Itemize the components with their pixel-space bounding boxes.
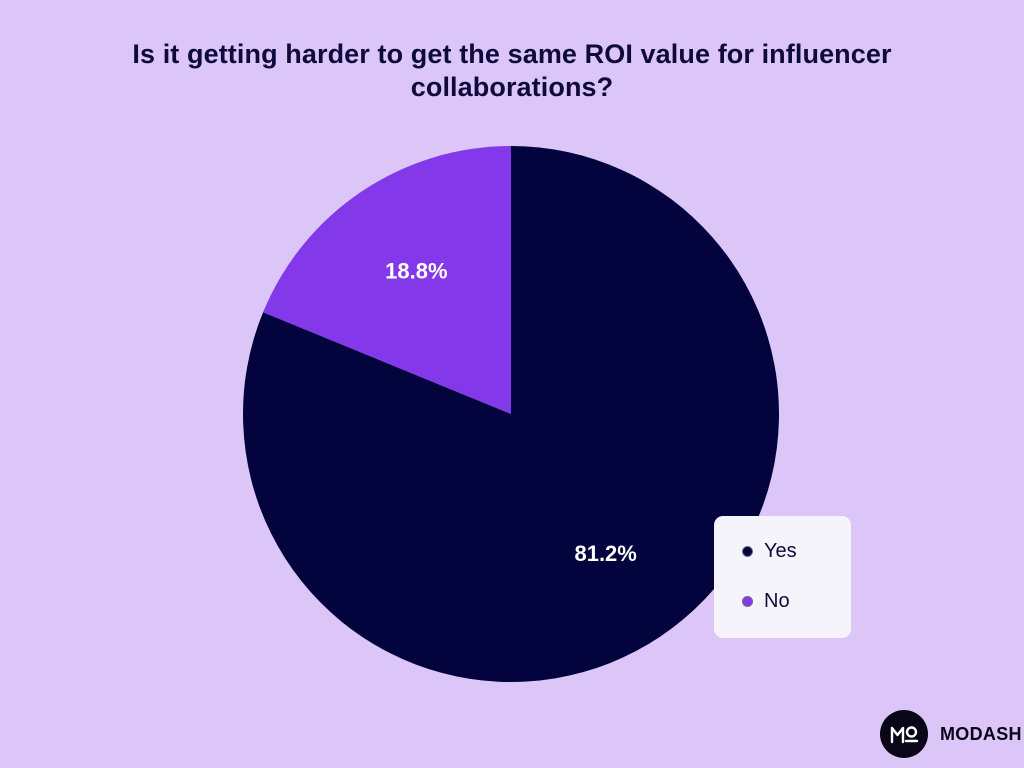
brand-name: MODASH — [940, 723, 1022, 744]
legend-item-yes: Yes — [742, 540, 797, 563]
modash-logo-glyph-icon — [890, 726, 919, 744]
legend-swatch-yes — [742, 546, 753, 557]
data-label-yes: 81.2% — [574, 541, 636, 566]
chart-title: Is it getting harder to get the same ROI… — [132, 39, 892, 102]
chart-legend: Yes No — [714, 516, 851, 638]
legend-label-no: No — [764, 590, 790, 612]
legend-swatch-no — [742, 596, 753, 607]
pie-data-labels: 81.2% 18.8% — [385, 259, 637, 566]
legend-label-yes: Yes — [764, 540, 797, 562]
legend-item-no: No — [742, 590, 790, 613]
pie-slices — [242, 146, 779, 682]
modash-logo-icon — [880, 710, 928, 758]
pie-slice-no — [263, 146, 511, 414]
data-label-no: 18.8% — [385, 259, 447, 284]
pie-slice-yes — [242, 146, 779, 682]
brand-mark: MODASH — [880, 710, 1022, 758]
